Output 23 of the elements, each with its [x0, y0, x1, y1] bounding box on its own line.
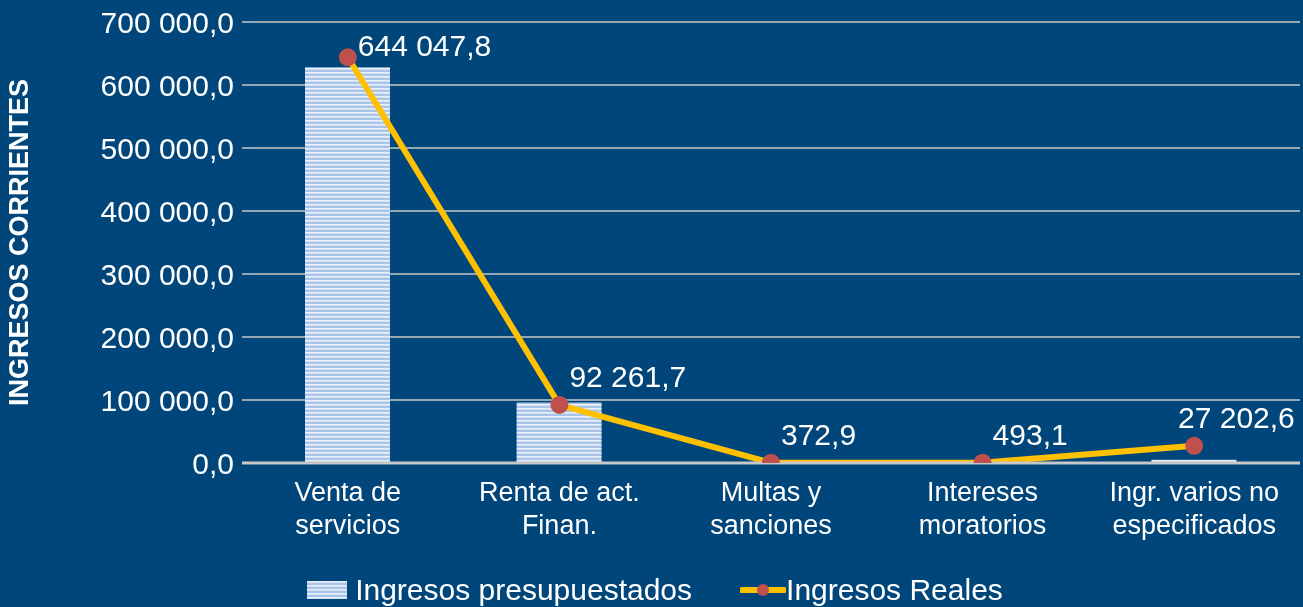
y-tick-label: 0,0: [192, 446, 234, 480]
y-tick-label: 400 000,0: [100, 194, 234, 228]
bar: [305, 67, 390, 463]
y-tick-label: 500 000,0: [100, 131, 234, 165]
data-label: 92 261,7: [569, 359, 687, 393]
x-tick-label: Renta de act. Finan.: [479, 477, 640, 540]
data-label: 372,9: [781, 417, 857, 451]
data-label: 493,1: [992, 417, 1068, 451]
data-label: 27 202,6: [1178, 400, 1295, 434]
y-tick-label: 700 000,0: [100, 5, 234, 39]
data-label: 644 047,8: [357, 29, 492, 62]
x-tick-label: Intereses moratorios: [918, 477, 1047, 540]
x-tick-label: Ingr. varios no especificados: [1109, 477, 1279, 540]
bar: [516, 402, 602, 463]
x-tick-label: Multas y sanciones: [710, 477, 832, 540]
y-tick-label: 600 000,0: [100, 68, 234, 102]
x-tick-label: Venta de servicios: [294, 477, 402, 540]
y-tick-label: 300 000,0: [100, 257, 234, 291]
legend-label: Ingresos presupuestados: [355, 573, 693, 607]
y-tick-label: 100 000,0: [100, 383, 234, 417]
legend-label: Ingresos Reales: [786, 573, 1003, 607]
y-tick-label: 200 000,0: [100, 320, 234, 354]
y-axis-title: INGRESOS CORRIENTES: [3, 78, 34, 407]
